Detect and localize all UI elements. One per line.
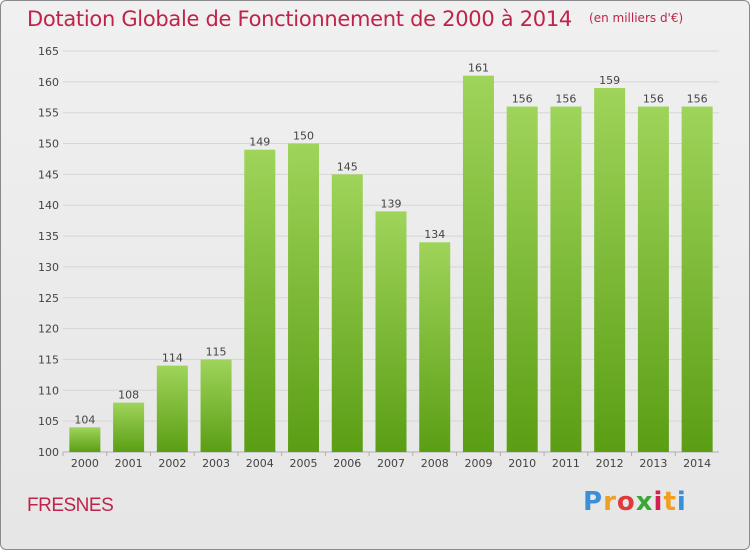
logo-letter: i — [653, 487, 664, 517]
x-tick-label: 2004 — [246, 457, 274, 470]
data-label: 134 — [424, 228, 445, 241]
y-tick-label: 135 — [38, 230, 59, 243]
data-label: 156 — [555, 93, 576, 106]
bar-2007 — [375, 211, 407, 452]
y-tick-label: 110 — [38, 384, 59, 397]
x-tick-label: 2007 — [377, 457, 405, 470]
bar-2004 — [244, 149, 276, 452]
y-tick-label: 140 — [38, 199, 59, 212]
y-tick-label: 160 — [38, 76, 59, 89]
bar-2005 — [288, 143, 320, 453]
x-tick-label: 2011 — [552, 457, 580, 470]
y-tick-label: 150 — [38, 138, 59, 151]
bar-2010 — [506, 106, 538, 453]
data-label: 159 — [599, 74, 620, 87]
x-tick-label: 2005 — [290, 457, 318, 470]
chart-title: Dotation Globale de Fonctionnement de 20… — [27, 7, 572, 31]
bar-2003 — [200, 359, 232, 452]
data-label: 139 — [381, 197, 402, 210]
bars — [69, 75, 713, 453]
x-tick-label: 2000 — [71, 457, 99, 470]
bar-2009 — [462, 75, 494, 452]
bar-2012 — [594, 88, 626, 452]
y-tick-label: 155 — [38, 107, 59, 120]
y-tick-label: 120 — [38, 323, 59, 336]
data-label: 156 — [687, 93, 708, 106]
x-axis-ticks: 2000 2001 2002 2003 2004 2005 2006 2007 2008 2009… — [62, 452, 711, 470]
town-name: FRESNES — [27, 495, 114, 516]
y-tick-label: 125 — [38, 292, 59, 305]
logo-letter: o — [616, 487, 636, 517]
logo-letter: i — [676, 487, 687, 517]
y-tick-label: 145 — [38, 168, 59, 181]
logo-letter: x — [635, 487, 654, 517]
data-labels: 104 108 114 115 149 150 145 139 134 161 156 156 159 1… — [74, 62, 707, 427]
logo-letter: P — [583, 487, 604, 517]
data-label: 145 — [337, 160, 358, 173]
bar-2002 — [156, 365, 188, 452]
x-tick-label: 2010 — [508, 457, 536, 470]
bar-2006 — [331, 174, 363, 452]
y-tick-label: 165 — [38, 45, 59, 58]
y-tick-label: 105 — [38, 415, 59, 428]
y-tick-label: 130 — [38, 261, 59, 274]
x-tick-label: 2001 — [115, 457, 143, 470]
proxiti-logo: Proxiti — [583, 487, 687, 517]
data-label: 115 — [206, 345, 227, 358]
data-label: 149 — [249, 136, 270, 149]
x-tick-label: 2009 — [464, 457, 492, 470]
data-label: 161 — [468, 62, 489, 75]
bar-2011 — [550, 106, 582, 453]
data-label: 104 — [74, 413, 95, 426]
data-label: 156 — [512, 93, 533, 106]
x-tick-label: 2006 — [333, 457, 361, 470]
chart-title-row: Dotation Globale de Fonctionnement de 20… — [27, 7, 683, 31]
x-tick-label: 2003 — [202, 457, 230, 470]
x-tick-label: 2014 — [683, 457, 711, 470]
bar-2008 — [419, 242, 451, 452]
y-axis-ticks: 100 105 110 115 120 125 130 135 140 145 150 155 160 1… — [38, 45, 59, 459]
y-tick-label: 100 — [38, 446, 59, 459]
x-tick-label: 2008 — [421, 457, 449, 470]
data-label: 156 — [643, 93, 664, 106]
data-label: 150 — [293, 130, 314, 143]
data-label: 108 — [118, 389, 139, 402]
bar-2000 — [69, 427, 101, 452]
bar-2013 — [637, 106, 669, 453]
x-tick-label: 2013 — [639, 457, 667, 470]
logo-letter: t — [663, 487, 677, 517]
chart-unit: (en milliers d'€) — [589, 11, 684, 25]
logo-letter: r — [603, 487, 617, 517]
bar-2001 — [113, 402, 145, 452]
x-tick-label: 2002 — [158, 457, 186, 470]
bar-2014 — [681, 106, 713, 453]
data-label: 114 — [162, 352, 183, 365]
x-tick-label: 2012 — [596, 457, 624, 470]
y-tick-label: 115 — [38, 353, 59, 366]
